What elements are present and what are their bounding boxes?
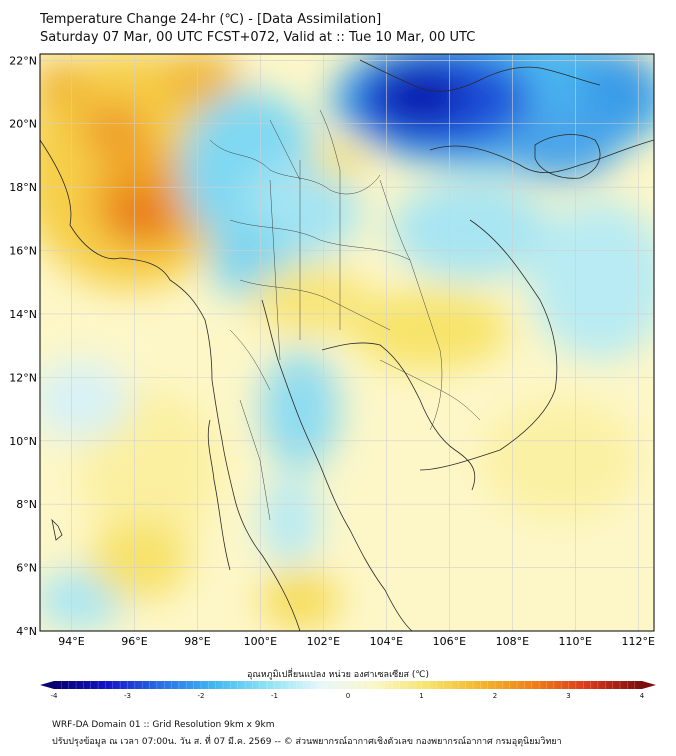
lon-label: 108°E (496, 635, 529, 648)
lat-label: 10°N (9, 435, 37, 448)
lon-label: 100°E (244, 635, 277, 648)
lat-label: 20°N (9, 118, 37, 131)
admin-borders (209, 109, 481, 521)
colorbar-tick-label: -4 (50, 692, 58, 700)
lon-label: 104°E (370, 635, 403, 648)
colorbar-tick-label: -3 (124, 692, 131, 700)
lat-label: 14°N (9, 308, 37, 321)
lat-label: 8°N (16, 498, 37, 511)
lon-label: 110°E (559, 635, 592, 648)
lon-label: 106°E (433, 635, 466, 648)
lat-label: 22°N (9, 54, 37, 67)
coastlines (40, 59, 654, 631)
map-gridlines (40, 54, 654, 631)
colorbar-left-arrow (40, 681, 54, 689)
lon-label: 96°E (121, 635, 147, 648)
lon-label: 98°E (184, 635, 210, 648)
colorbar-tick-label: 2 (492, 692, 498, 700)
colorbar-tick-label: -1 (271, 692, 278, 700)
lat-label: 6°N (16, 562, 37, 575)
footer-domain-info: WRF-DA Domain 01 :: Grid Resolution 9km … (52, 720, 275, 730)
longitude-labels: 94°E 96°E 98°E 100°E 102°E 104°E 106°E 108°E 110… (58, 635, 655, 648)
lat-label: 4°N (16, 625, 37, 638)
map-border (39, 53, 655, 632)
colorbar-tick-label: 1 (419, 692, 424, 700)
colorbar-title: อุณหภูมิเปลี่ยนแปลง หน่วย องศาเซลเซียส (… (246, 670, 430, 680)
colorbar (40, 681, 656, 689)
lat-label: 12°N (9, 371, 37, 384)
lon-label: 102°E (307, 635, 340, 648)
lat-label: 18°N (9, 181, 37, 194)
colorbar-gradient (54, 681, 642, 689)
footer-credit: ปรับปรุงข้อมูล ณ เวลา 07:00น. วัน ส. ที่… (52, 737, 562, 747)
lon-label: 112°E (622, 635, 655, 648)
latitude-labels: 22°N 20°N 18°N 16°N 14°N 12°N 10°N 8°N 6°N 4°N (9, 54, 37, 638)
lon-label: 94°E (58, 635, 84, 648)
colorbar-tick-label: 0 (345, 692, 351, 700)
map-title: Temperature Change 24-hr (℃) - [Data Ass… (40, 12, 382, 27)
colorbar-tick-label: 4 (639, 692, 645, 700)
lat-label: 16°N (9, 245, 37, 258)
temperature-field (40, 54, 654, 631)
colorbar-right-arrow (642, 681, 656, 689)
colorbar-tick-label: 3 (566, 692, 571, 700)
map-subtitle: Saturday 07 Mar, 00 UTC FCST+072, Valid … (40, 30, 476, 45)
colorbar-tick-label: -2 (197, 692, 205, 700)
